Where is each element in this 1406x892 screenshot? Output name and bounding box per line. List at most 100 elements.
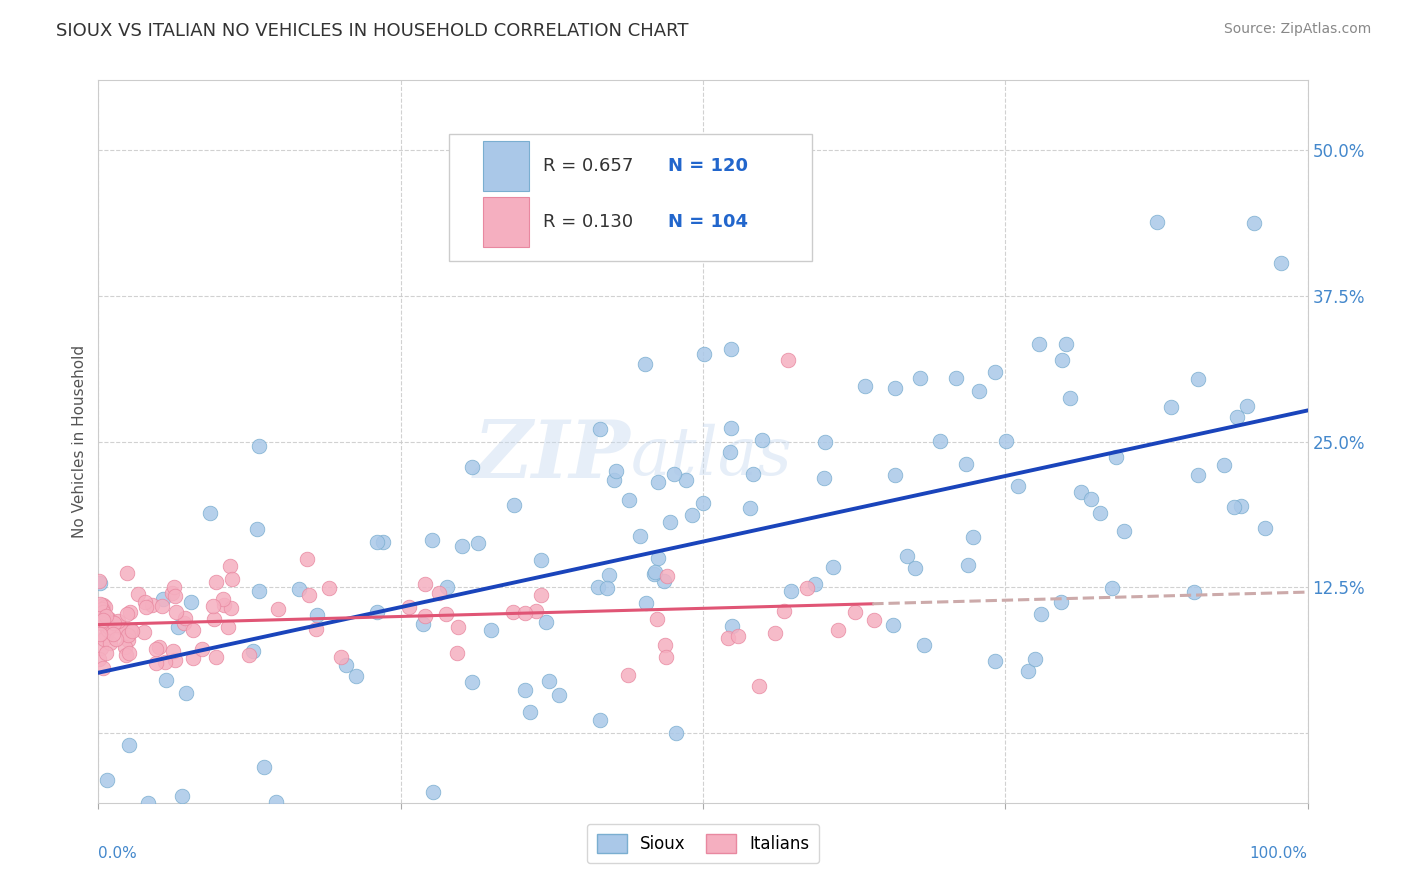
Point <box>720 342 742 356</box>
Point <box>181 624 204 638</box>
Point <box>108 620 131 634</box>
Point <box>91 605 114 619</box>
Point <box>718 445 741 459</box>
Text: ZIP: ZIP <box>474 417 630 495</box>
Point <box>91 661 114 675</box>
Point <box>884 468 907 483</box>
Point <box>93 632 115 646</box>
Point <box>763 626 786 640</box>
Point <box>427 586 450 600</box>
Point <box>415 576 437 591</box>
Point <box>589 422 612 436</box>
Point <box>967 384 990 399</box>
Point <box>955 457 977 471</box>
Point <box>447 620 470 634</box>
Point <box>97 620 120 634</box>
Point <box>217 620 239 634</box>
FancyBboxPatch shape <box>449 135 811 260</box>
Point <box>513 606 536 620</box>
Point <box>98 636 121 650</box>
Point <box>654 650 676 665</box>
Point <box>962 530 984 544</box>
Point <box>371 534 394 549</box>
Point <box>945 371 967 385</box>
Point <box>212 591 235 606</box>
Text: R = 0.657: R = 0.657 <box>543 157 634 175</box>
Point <box>461 675 484 690</box>
Point <box>141 599 163 613</box>
Point <box>127 587 149 601</box>
Point <box>1088 506 1111 520</box>
Point <box>515 683 537 698</box>
Point <box>96 773 118 788</box>
Text: N = 104: N = 104 <box>668 213 748 231</box>
Point <box>776 353 799 368</box>
Point <box>253 760 276 774</box>
Point <box>863 613 886 627</box>
Point <box>1007 479 1029 493</box>
Point <box>1226 410 1249 425</box>
Point <box>105 632 128 646</box>
Point <box>1114 524 1136 538</box>
Point <box>467 536 489 550</box>
Point <box>1101 582 1123 596</box>
Point <box>94 628 117 642</box>
Point <box>305 622 328 636</box>
Legend: Sioux, Italians: Sioux, Italians <box>586 824 820 863</box>
Point <box>91 602 114 616</box>
Point <box>647 475 669 489</box>
Point <box>89 615 111 630</box>
Point <box>172 789 194 804</box>
Point <box>751 434 773 448</box>
Point <box>693 347 716 361</box>
Point <box>249 583 271 598</box>
Point <box>165 605 187 619</box>
Point <box>118 646 141 660</box>
Point <box>1243 216 1265 230</box>
Point <box>1184 584 1206 599</box>
Point <box>796 581 818 595</box>
Point <box>589 713 612 727</box>
Point <box>205 575 228 590</box>
Text: 100.0%: 100.0% <box>1250 847 1308 861</box>
Point <box>246 522 269 536</box>
Point <box>94 646 117 660</box>
FancyBboxPatch shape <box>482 196 529 247</box>
Point <box>398 599 420 614</box>
Point <box>1187 467 1209 482</box>
Point <box>461 460 484 475</box>
Point <box>1080 491 1102 506</box>
Point <box>117 632 139 647</box>
Point <box>929 434 952 449</box>
Point <box>412 617 434 632</box>
Point <box>335 658 357 673</box>
Point <box>295 551 318 566</box>
Point <box>181 651 204 665</box>
Point <box>446 646 468 660</box>
Point <box>1059 391 1081 405</box>
Text: Source: ZipAtlas.com: Source: ZipAtlas.com <box>1223 22 1371 37</box>
Point <box>107 614 129 628</box>
Point <box>742 467 765 482</box>
Point <box>617 492 640 507</box>
Point <box>91 601 114 615</box>
Point <box>114 648 136 662</box>
Point <box>103 615 125 630</box>
Point <box>90 616 112 631</box>
Point <box>634 357 657 371</box>
Point <box>1070 485 1092 500</box>
Point <box>912 638 935 652</box>
Point <box>91 598 114 612</box>
Point <box>201 599 224 613</box>
Point <box>97 623 120 637</box>
Point <box>114 640 136 654</box>
Point <box>94 600 117 615</box>
Point <box>132 624 155 639</box>
Point <box>1028 337 1050 351</box>
Point <box>1105 450 1128 464</box>
Point <box>155 673 177 688</box>
Point <box>148 640 170 654</box>
Point <box>598 568 620 582</box>
Point <box>145 641 167 656</box>
Point <box>882 617 904 632</box>
